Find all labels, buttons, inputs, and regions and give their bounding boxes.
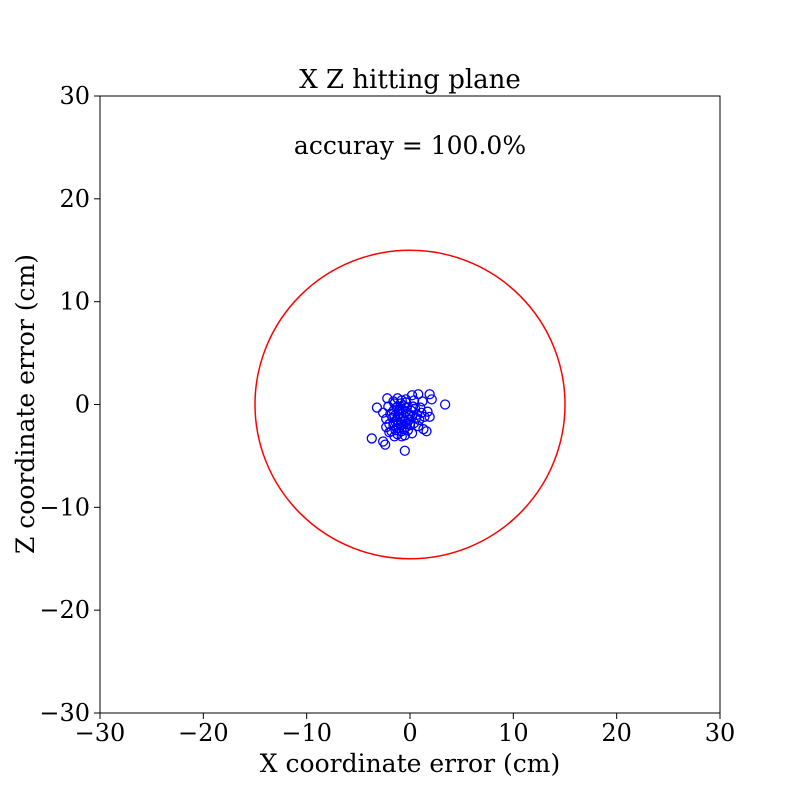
scatter-point <box>381 421 392 433</box>
accuracy-annotation: accuray = 100.0% <box>294 131 526 160</box>
x-tick-label: −20 <box>178 719 229 747</box>
x-tick-label: −30 <box>75 719 126 747</box>
y-tick-label: 0 <box>75 391 90 419</box>
scatter-point <box>408 395 420 406</box>
scatter-point <box>399 445 410 456</box>
scatter-point <box>371 402 383 413</box>
y-tick-label: 10 <box>59 288 90 316</box>
scatter-point <box>395 398 406 409</box>
scatter-point <box>414 414 425 426</box>
scatter-point <box>398 424 409 435</box>
x-axis: −30 −20 −10 0 10 20 30 <box>75 713 736 747</box>
chart-title: X Z hitting plane <box>299 65 521 95</box>
scatter-point <box>413 420 424 432</box>
x-axis-label: X coordinate error (cm) <box>260 749 560 778</box>
plot-area: accuray = 100.0% <box>99 95 721 714</box>
x-tick-label: 20 <box>601 719 632 747</box>
y-axis-label: Z coordinate error (cm) <box>11 254 40 554</box>
scatter-point <box>382 393 393 404</box>
scatter-point <box>406 390 418 401</box>
scatter-point <box>418 424 429 435</box>
scatter-point <box>419 411 430 422</box>
y-tick-label: 30 <box>59 82 90 110</box>
scatter-point <box>424 389 435 400</box>
scatter-point <box>402 425 414 436</box>
scatter-point <box>380 439 391 450</box>
x-tick-label: 10 <box>498 719 529 747</box>
x-tick-label: 30 <box>705 719 736 747</box>
scatter-point <box>404 409 416 420</box>
scatter-point <box>390 425 401 436</box>
scatter-point <box>424 411 435 422</box>
y-tick-label: −10 <box>39 493 90 521</box>
y-tick-label: −20 <box>39 596 90 624</box>
y-tick-label: −30 <box>39 699 90 727</box>
x-tick-label: 0 <box>402 719 417 747</box>
scatter-point <box>389 398 400 409</box>
scatter-point <box>395 403 406 414</box>
scatter-point <box>415 402 426 413</box>
scatter-point <box>391 414 402 426</box>
scatter-point <box>421 426 432 437</box>
scatter-point <box>388 419 399 431</box>
target-circle <box>254 249 566 560</box>
scatter-point <box>426 394 437 405</box>
scatter-point <box>383 401 394 412</box>
y-tick-label: 20 <box>59 185 90 213</box>
scatter-point <box>366 433 377 444</box>
marks-layer <box>254 249 566 560</box>
x-tick-label: −10 <box>281 719 332 747</box>
y-axis: −30 −20 −10 0 10 20 30 <box>39 82 100 727</box>
scatter-point <box>377 436 389 447</box>
scatter-point <box>401 418 413 430</box>
scatter-point <box>417 396 428 407</box>
scatter-point <box>377 407 389 418</box>
scatter-point <box>439 399 451 410</box>
